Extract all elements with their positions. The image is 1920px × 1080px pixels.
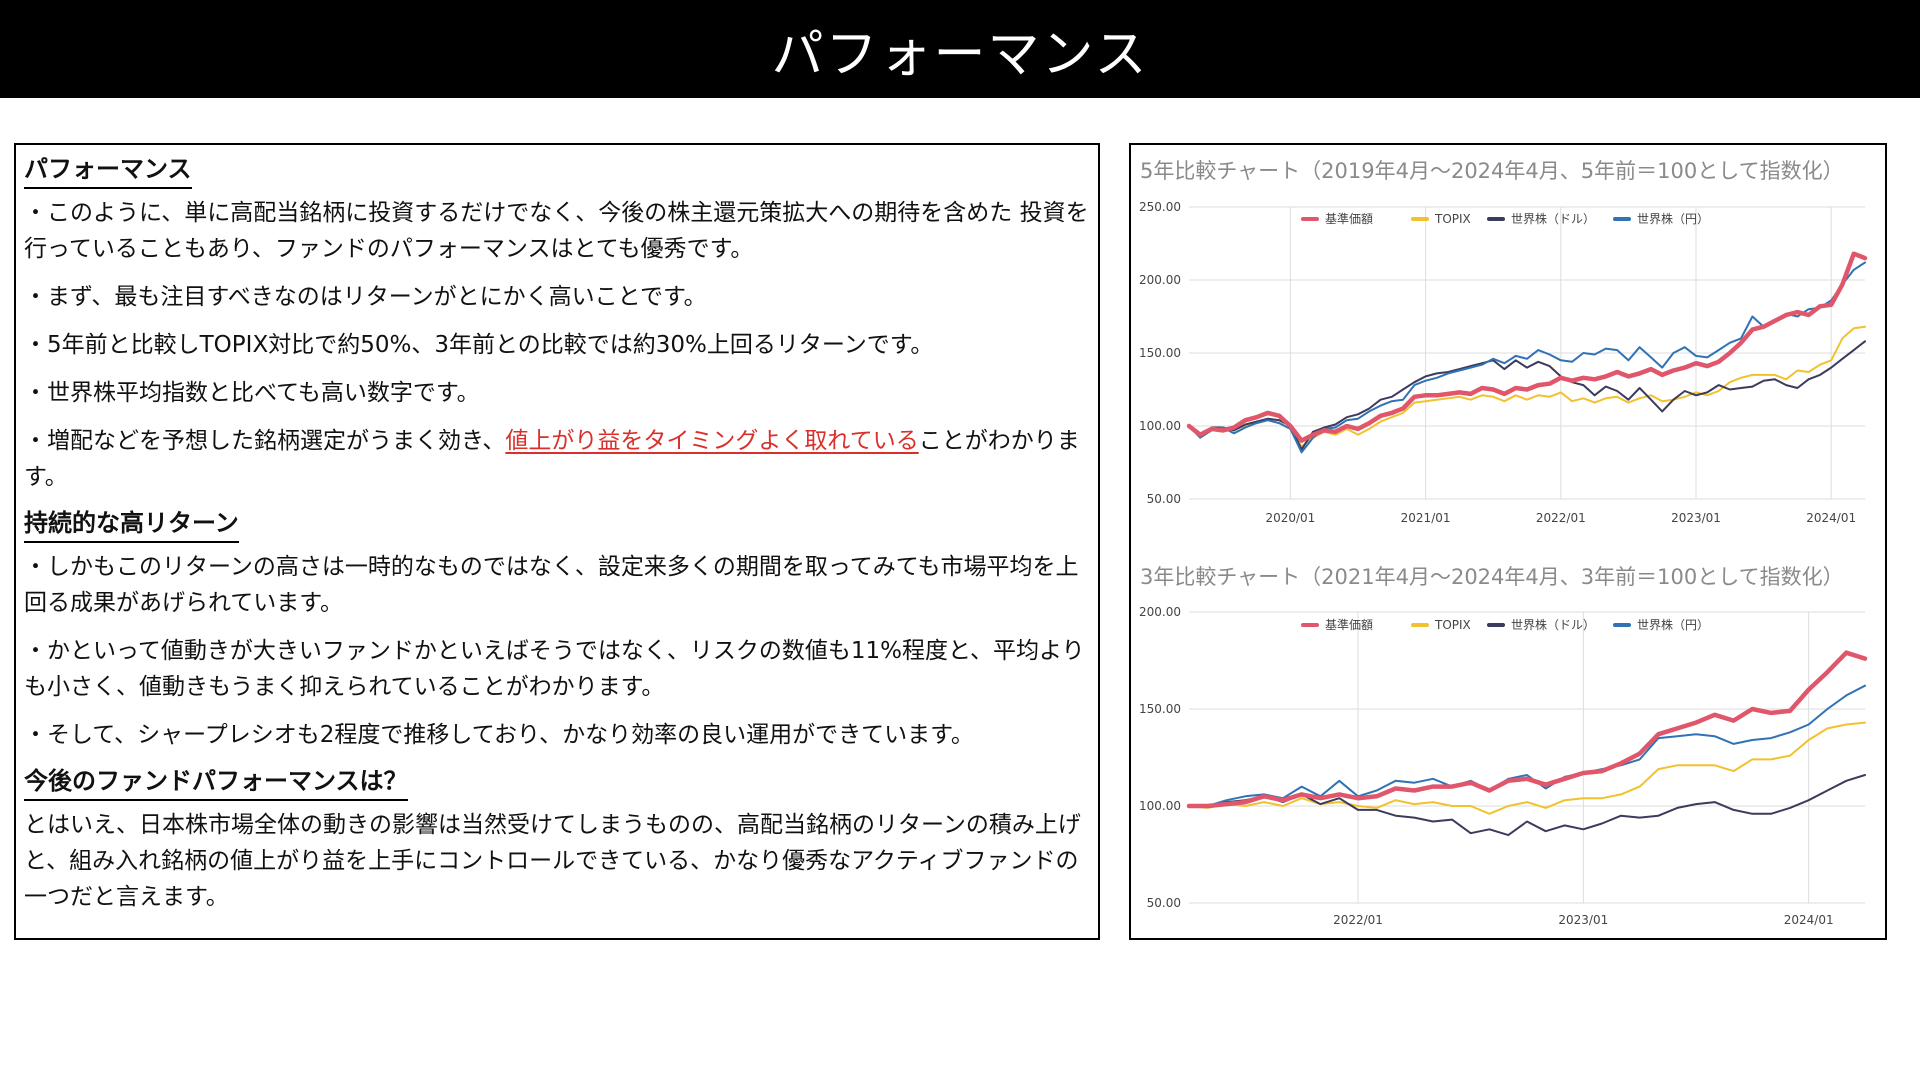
highlighted-text: 値上がり益をタイミングよく取れている	[505, 428, 919, 454]
section-heading-sustained-return: 持続的な高リターン	[24, 507, 239, 543]
legend-label: 世界株（ドル）	[1511, 211, 1595, 226]
y-tick-label: 200.00	[1139, 605, 1181, 619]
series-line-fund	[1186, 650, 1868, 809]
y-tick-label: 200.00	[1139, 273, 1181, 287]
series-line-fund	[1186, 251, 1868, 443]
y-tick-label: 100.00	[1139, 799, 1181, 813]
title-bar: パフォーマンス	[0, 0, 1920, 98]
paragraph: ・このように、単に高配当銘柄に投資するだけでなく、今後の株主還元策拡大への期待を…	[24, 200, 1089, 262]
x-tick-label: 2021/01	[1401, 511, 1451, 525]
legend-label: 世界株（円）	[1637, 211, 1709, 226]
section-heading-future-performance: 今後のファンドパフォーマンスは？	[24, 765, 408, 801]
x-tick-label: 2023/01	[1671, 511, 1721, 525]
y-tick-label: 50.00	[1147, 896, 1181, 910]
legend-label: 基準価額	[1325, 211, 1373, 226]
series-line-world_usd	[1188, 774, 1866, 837]
chart-1: 5年比較チャート（2019年4月〜2024年4月、5年前＝100として指数化） 5…	[1139, 159, 1868, 525]
paragraph: ・5年前と比較しTOPIX対比で約50%、3年前との比較では約30%上回るリター…	[24, 332, 934, 358]
paragraph: ・そして、シャープレシオも2程度で推移しており、かなり効率の良い運用ができていま…	[24, 722, 974, 748]
x-tick-label: 2024/01	[1784, 913, 1834, 927]
chart-2: 3年比較チャート（2021年4月〜2024年4月、3年前＝100として指数化） 5…	[1139, 565, 1868, 927]
series-line-world_usd	[1188, 340, 1866, 451]
page-title: パフォーマンス	[771, 24, 1149, 85]
x-tick-label: 2023/01	[1558, 913, 1608, 927]
legend-label: 世界株（円）	[1637, 617, 1709, 632]
y-tick-label: 50.00	[1147, 492, 1181, 506]
series-line-topix	[1188, 721, 1866, 815]
charts-svg: 5年比較チャート（2019年4月〜2024年4月、5年前＝100として指数化） 5…	[1139, 159, 1868, 927]
text-panel: パフォーマンス ・このように、単に高配当銘柄に投資するだけでなく、今後の株主還元…	[14, 143, 1100, 940]
x-tick-label: 2022/01	[1536, 511, 1586, 525]
y-tick-label: 100.00	[1139, 419, 1181, 433]
section-heading-performance: パフォーマンス	[24, 153, 192, 189]
legend-label: 基準価額	[1325, 617, 1373, 632]
legend-label: TOPIX	[1434, 212, 1471, 226]
y-tick-label: 150.00	[1139, 702, 1181, 716]
series-line-world_jpy	[1188, 684, 1866, 807]
y-tick-label: 150.00	[1139, 346, 1181, 360]
y-tick-label: 250.00	[1139, 200, 1181, 214]
series-line-world_jpy	[1188, 261, 1866, 454]
x-tick-label: 2024/01	[1806, 511, 1856, 525]
paragraph: ・増配などを予想した銘柄選定がうまく効き、値上がり益をタイミングよく取れているこ…	[24, 423, 1090, 495]
paragraph-text: ことがわかりま す。	[24, 428, 1080, 490]
chart-title: 5年比較チャート（2019年4月〜2024年4月、5年前＝100として指数化）	[1140, 159, 1844, 183]
chart-panel: 5年比較チャート（2019年4月〜2024年4月、5年前＝100として指数化） 5…	[1129, 143, 1887, 940]
paragraph: ・かといって値動きが大きいファンドかといえばそうではなく、リスクの数値も11%程…	[24, 638, 1085, 700]
x-tick-label: 2022/01	[1333, 913, 1383, 927]
legend-label: 世界株（ドル）	[1511, 617, 1595, 632]
series-line-topix	[1188, 325, 1866, 448]
legend-label: TOPIX	[1434, 618, 1471, 632]
paragraph: ・しかもこのリターンの高さは一時的なものではなく、設定来多くの期間を取ってみても…	[24, 554, 1079, 616]
x-tick-label: 2020/01	[1265, 511, 1315, 525]
paragraph: とはいえ、日本株市場全体の動きの影響は当然受けてしまうものの、高配当銘柄のリター…	[24, 812, 1081, 910]
paragraph: ・世界株平均指数と比べても高い数字です。	[24, 380, 480, 406]
paragraph: ・まず、最も注目すべきなのはリターンがとにかく高いことです。	[24, 284, 707, 310]
paragraph-text: ・増配などを予想した銘柄選定がうまく効き、	[24, 428, 506, 454]
chart-title: 3年比較チャート（2021年4月〜2024年4月、3年前＝100として指数化）	[1140, 565, 1844, 589]
